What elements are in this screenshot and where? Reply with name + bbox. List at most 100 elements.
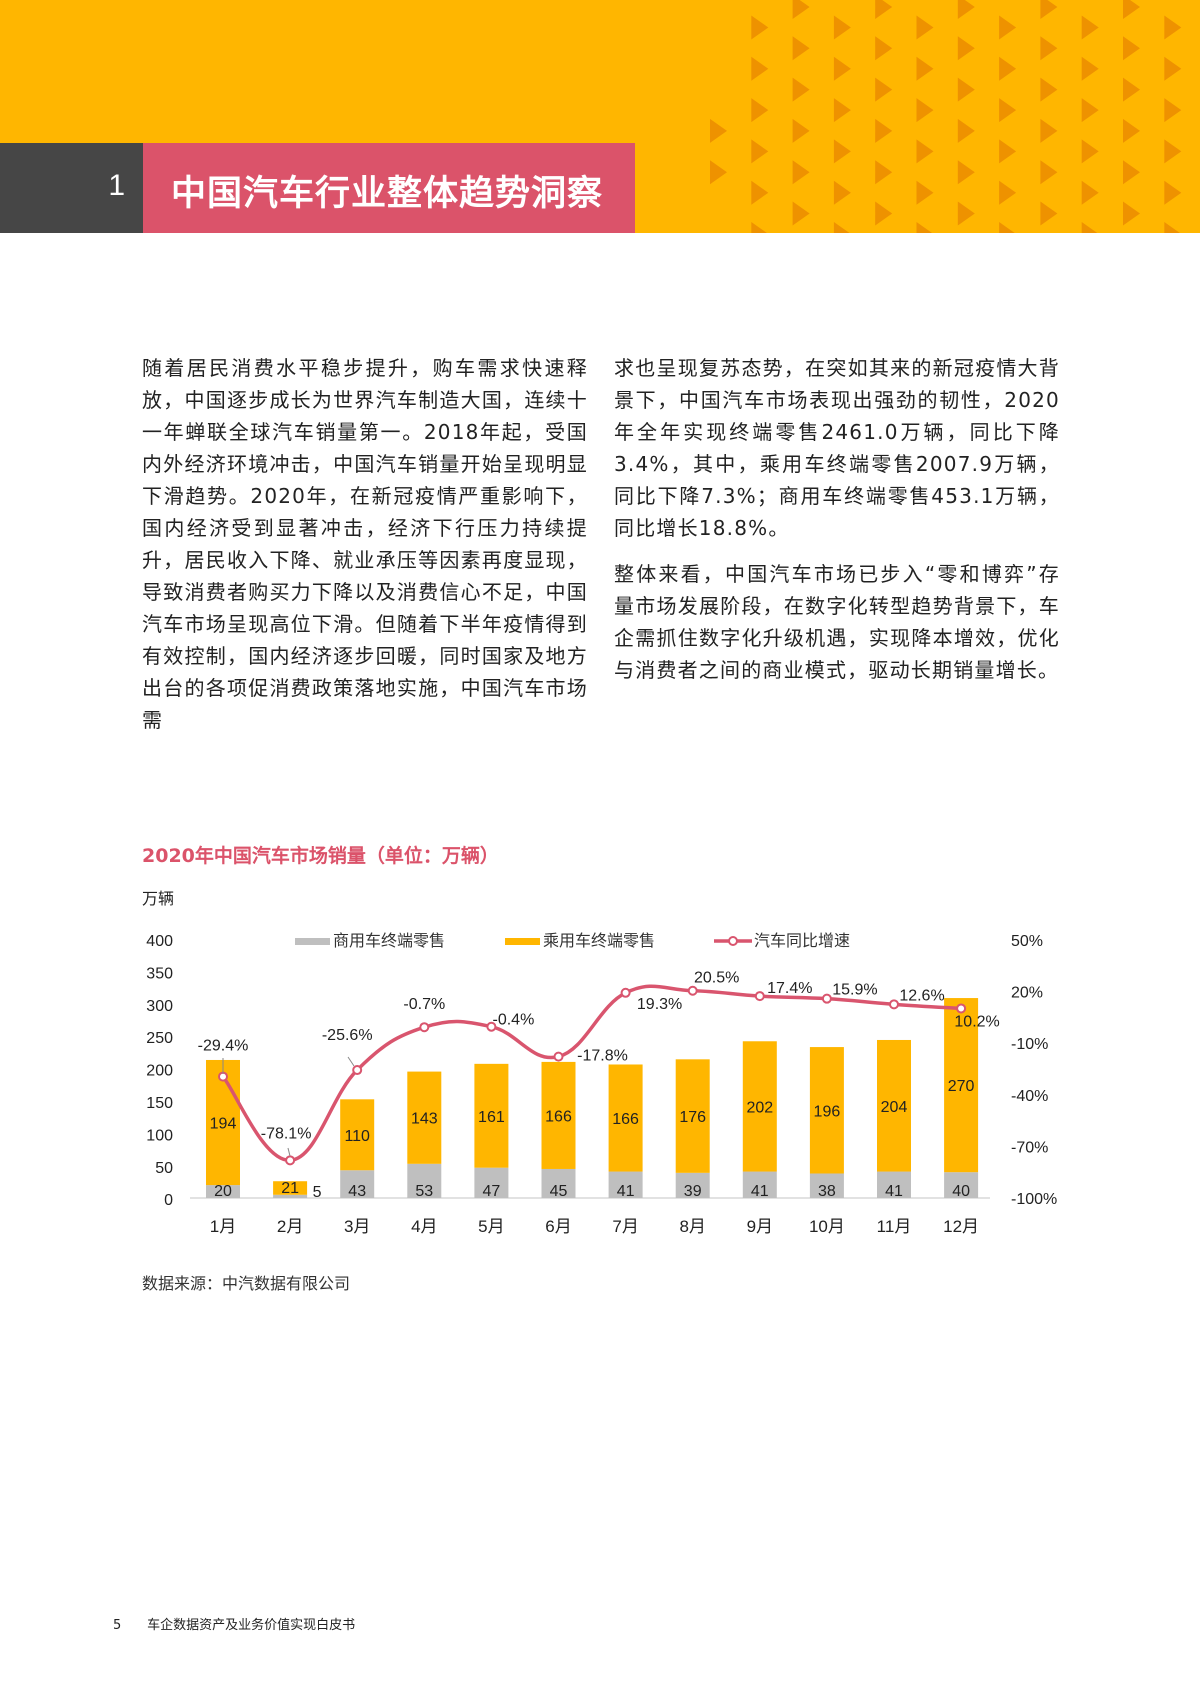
legend-swatch-passenger xyxy=(505,938,540,945)
left-axis-tick: 300 xyxy=(146,998,173,1015)
bar-commercial xyxy=(944,1172,979,1198)
chart-title: 2020年中国汽车市场销量（单位：万辆） xyxy=(142,845,499,867)
svg-text:196: 196 xyxy=(814,1103,841,1120)
left-axis-tick: 150 xyxy=(146,1095,173,1112)
legend-swatch-commercial xyxy=(295,938,330,945)
x-axis-tick: 8月 xyxy=(679,1217,705,1236)
bar-passenger xyxy=(877,1039,911,1172)
svg-text:166: 166 xyxy=(545,1108,572,1125)
svg-text:20: 20 xyxy=(214,1183,232,1200)
growth-label: -17.8% xyxy=(577,1048,628,1065)
left-axis-tick: 200 xyxy=(146,1063,173,1080)
bar-group: 5 21 xyxy=(273,1180,322,1201)
bar-commercial xyxy=(877,1171,911,1198)
legend-label: 乘用车终端零售 xyxy=(543,932,655,950)
triangle-pattern-decoration xyxy=(710,0,1182,233)
growth-marker xyxy=(419,1022,430,1033)
x-axis-tick: 5月 xyxy=(478,1217,504,1236)
section-number-box: 1 xyxy=(0,143,143,233)
body-paragraph: 随着居民消费水平稳步提升，购车需求快速释放，中国逐步成长为世界汽车制造大国，连续… xyxy=(142,356,588,732)
body-column-right: 求也呈现复苏态势，在突如其来的新冠疫情大背景下，中国汽车市场表现出强劲的韧性，2… xyxy=(614,352,1060,686)
legend-label: 汽车同比增速 xyxy=(754,932,850,950)
section-title-box: 中国汽车行业整体趋势洞察 xyxy=(143,143,635,233)
page-footer: 5 车企数据资产及业务价值实现白皮书 xyxy=(113,1614,355,1633)
bar-passenger xyxy=(809,1047,844,1174)
x-axis-tick: 4月 xyxy=(411,1217,437,1236)
bar-passenger xyxy=(407,1071,442,1164)
bar-commercial xyxy=(675,1172,710,1198)
svg-text:40: 40 xyxy=(952,1183,970,1200)
bar-commercial xyxy=(273,1194,308,1198)
right-axis-tick: -70% xyxy=(1011,1139,1048,1156)
growth-label: -25.6% xyxy=(322,1027,373,1044)
bar-passenger xyxy=(675,1059,710,1173)
x-axis-tick: 9月 xyxy=(747,1217,773,1236)
growth-label: -29.4% xyxy=(198,1038,249,1055)
left-axis-tick: 400 xyxy=(146,933,173,950)
growth-label: -0.7% xyxy=(403,996,445,1013)
svg-text:53: 53 xyxy=(415,1183,433,1200)
left-axis-tick: 350 xyxy=(146,965,173,982)
bar-group: 53 143 xyxy=(407,1071,442,1200)
bar-passenger xyxy=(273,1181,308,1195)
growth-marker xyxy=(889,999,899,1010)
bar-group: 38 196 xyxy=(809,1047,844,1200)
bar-commercial xyxy=(608,1171,643,1198)
body-paragraph: 整体来看，中国汽车市场已步入“零和博弈”存量市场发展阶段，在数字化转型趋势背景下… xyxy=(614,562,1060,682)
bar-group: 20 194 xyxy=(206,1059,240,1200)
growth-marker xyxy=(352,1065,363,1076)
page-number: 5 xyxy=(113,1618,122,1633)
svg-text:194: 194 xyxy=(210,1116,237,1133)
legend-label: 商用车终端零售 xyxy=(333,932,445,950)
left-axis-tick: 0 xyxy=(164,1192,173,1209)
x-axis-tick: 6月 xyxy=(545,1217,571,1236)
x-axis-tick: 12月 xyxy=(943,1217,979,1236)
bar-passenger xyxy=(742,1041,777,1172)
growth-marker xyxy=(553,1051,564,1062)
right-axis-tick: -40% xyxy=(1011,1088,1048,1105)
svg-text:270: 270 xyxy=(948,1078,975,1095)
bar-commercial xyxy=(742,1171,777,1198)
growth-label: 12.6% xyxy=(899,987,944,1004)
bar-commercial xyxy=(809,1173,844,1198)
svg-text:47: 47 xyxy=(483,1183,501,1200)
right-axis-tick: -10% xyxy=(1011,1036,1048,1053)
left-axis-tick: 250 xyxy=(146,1030,173,1047)
svg-text:166: 166 xyxy=(612,1111,639,1128)
x-axis-tick: 10月 xyxy=(809,1217,845,1236)
x-axis-tick: 3月 xyxy=(344,1217,370,1236)
svg-text:176: 176 xyxy=(679,1109,706,1126)
growth-marker xyxy=(486,1021,497,1032)
x-axis-tick: 1月 xyxy=(210,1217,236,1236)
bar-group: 40 270 xyxy=(944,998,979,1200)
growth-label: -0.4% xyxy=(493,1012,535,1029)
body-column-left: 随着居民消费水平稳步提升，购车需求快速释放，中国逐步成长为世界汽车制造大国，连续… xyxy=(142,352,588,736)
growth-line xyxy=(221,984,962,1163)
growth-marker xyxy=(687,985,698,996)
bar-group: 47 161 xyxy=(474,1063,509,1200)
growth-label: 20.5% xyxy=(694,970,739,987)
bar-commercial xyxy=(407,1163,442,1198)
bar-commercial xyxy=(206,1185,240,1198)
svg-text:41: 41 xyxy=(885,1183,903,1200)
x-axis-tick: 2月 xyxy=(277,1217,303,1236)
svg-text:39: 39 xyxy=(684,1183,702,1200)
svg-text:161: 161 xyxy=(478,1109,505,1126)
bar-passenger xyxy=(541,1061,576,1169)
svg-text:43: 43 xyxy=(348,1183,366,1200)
growth-label: -78.1% xyxy=(261,1125,312,1142)
document-title: 车企数据资产及业务价值实现白皮书 xyxy=(147,1618,356,1633)
growth-label: 15.9% xyxy=(832,982,877,999)
growth-marker xyxy=(821,993,832,1004)
body-paragraph: 求也呈现复苏态势，在突如其来的新冠疫情大背景下，中国汽车市场表现出强劲的韧性，2… xyxy=(614,356,1060,540)
chart-legend: 商用车终端零售 乘用车终端零售 汽车同比增速 xyxy=(295,932,850,950)
svg-text:110: 110 xyxy=(344,1128,370,1145)
bar-commercial xyxy=(340,1170,375,1198)
bar-passenger xyxy=(608,1064,643,1172)
bar-commercial xyxy=(541,1168,576,1198)
growth-marker xyxy=(620,987,631,998)
svg-text:143: 143 xyxy=(411,1111,438,1128)
section-title: 中国汽车行业整体趋势洞察 xyxy=(171,174,604,214)
bar-passenger xyxy=(944,998,979,1173)
svg-text:38: 38 xyxy=(818,1183,836,1200)
